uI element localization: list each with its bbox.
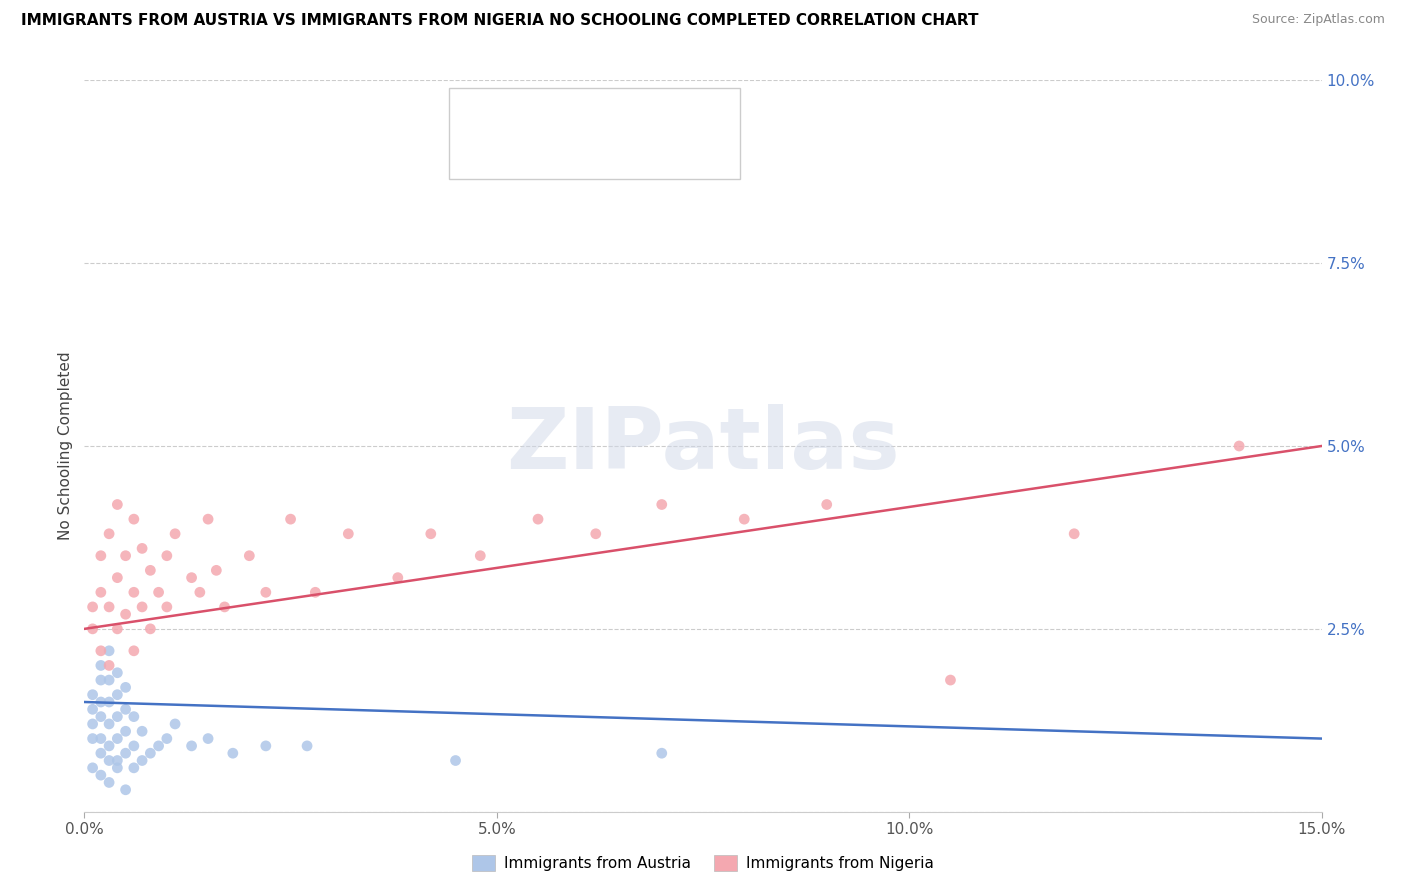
Point bbox=[815, 498, 838, 512]
Legend: Immigrants from Austria, Immigrants from Nigeria: Immigrants from Austria, Immigrants from… bbox=[465, 849, 941, 877]
Point bbox=[114, 724, 136, 739]
Point bbox=[295, 739, 318, 753]
Point bbox=[165, 526, 187, 541]
Point bbox=[105, 761, 128, 775]
Point bbox=[214, 599, 236, 614]
Text: IMMIGRANTS FROM AUSTRIA VS IMMIGRANTS FROM NIGERIA NO SCHOOLING COMPLETED CORREL: IMMIGRANTS FROM AUSTRIA VS IMMIGRANTS FR… bbox=[21, 13, 979, 29]
Point bbox=[90, 644, 112, 658]
Point bbox=[156, 549, 179, 563]
Point bbox=[90, 768, 112, 782]
Text: ZIPatlas: ZIPatlas bbox=[506, 404, 900, 488]
Point bbox=[90, 585, 112, 599]
Point bbox=[90, 695, 112, 709]
Point bbox=[98, 695, 121, 709]
Point bbox=[470, 549, 492, 563]
Point bbox=[98, 658, 121, 673]
Point bbox=[148, 585, 170, 599]
Point bbox=[98, 754, 121, 768]
Point bbox=[139, 563, 162, 577]
Point bbox=[197, 512, 219, 526]
Point bbox=[98, 775, 121, 789]
Point bbox=[304, 585, 326, 599]
Y-axis label: No Schooling Completed: No Schooling Completed bbox=[58, 351, 73, 541]
Point bbox=[82, 717, 104, 731]
Point bbox=[419, 526, 441, 541]
Point bbox=[98, 644, 121, 658]
Point bbox=[90, 731, 112, 746]
Point bbox=[98, 673, 121, 687]
Point bbox=[222, 746, 245, 760]
Point bbox=[82, 702, 104, 716]
Point bbox=[114, 681, 136, 695]
Point bbox=[939, 673, 962, 687]
Point bbox=[105, 622, 128, 636]
Point bbox=[82, 731, 104, 746]
Text: Source: ZipAtlas.com: Source: ZipAtlas.com bbox=[1251, 13, 1385, 27]
Point bbox=[98, 717, 121, 731]
Point bbox=[90, 709, 112, 723]
Point bbox=[165, 717, 187, 731]
Point bbox=[105, 688, 128, 702]
Point bbox=[131, 599, 153, 614]
Point bbox=[254, 739, 277, 753]
Point bbox=[114, 782, 136, 797]
Point bbox=[1227, 439, 1250, 453]
Point bbox=[122, 761, 145, 775]
Point bbox=[188, 585, 211, 599]
Point bbox=[148, 739, 170, 753]
Point bbox=[131, 541, 153, 556]
Point bbox=[156, 599, 179, 614]
Point bbox=[131, 754, 153, 768]
Point bbox=[254, 585, 277, 599]
Point bbox=[180, 571, 202, 585]
Point bbox=[139, 622, 162, 636]
Point bbox=[114, 549, 136, 563]
Point bbox=[180, 739, 202, 753]
Point bbox=[122, 585, 145, 599]
Point bbox=[156, 731, 179, 746]
Point bbox=[238, 549, 260, 563]
Point bbox=[82, 622, 104, 636]
Point bbox=[82, 761, 104, 775]
Point bbox=[105, 709, 128, 723]
Point bbox=[105, 498, 128, 512]
Point bbox=[205, 563, 228, 577]
Point bbox=[197, 731, 219, 746]
Point bbox=[114, 746, 136, 760]
Point bbox=[122, 512, 145, 526]
Point bbox=[1063, 526, 1085, 541]
Point bbox=[82, 599, 104, 614]
Point bbox=[122, 739, 145, 753]
Point bbox=[131, 724, 153, 739]
Point bbox=[527, 512, 550, 526]
Point bbox=[585, 526, 607, 541]
Point bbox=[90, 673, 112, 687]
Point bbox=[105, 571, 128, 585]
Point bbox=[280, 512, 302, 526]
Point bbox=[337, 526, 360, 541]
Point bbox=[98, 526, 121, 541]
Point bbox=[82, 688, 104, 702]
Point bbox=[387, 571, 409, 585]
Point bbox=[105, 665, 128, 680]
Point bbox=[651, 498, 673, 512]
Point bbox=[90, 658, 112, 673]
Point bbox=[114, 702, 136, 716]
Point bbox=[98, 599, 121, 614]
Point bbox=[90, 549, 112, 563]
Point bbox=[114, 607, 136, 622]
Point bbox=[733, 512, 755, 526]
Point bbox=[105, 731, 128, 746]
Point bbox=[122, 709, 145, 723]
Point bbox=[139, 746, 162, 760]
Point bbox=[122, 644, 145, 658]
Point bbox=[105, 754, 128, 768]
Point bbox=[444, 754, 467, 768]
Point bbox=[651, 746, 673, 760]
Point bbox=[98, 739, 121, 753]
Point bbox=[90, 746, 112, 760]
